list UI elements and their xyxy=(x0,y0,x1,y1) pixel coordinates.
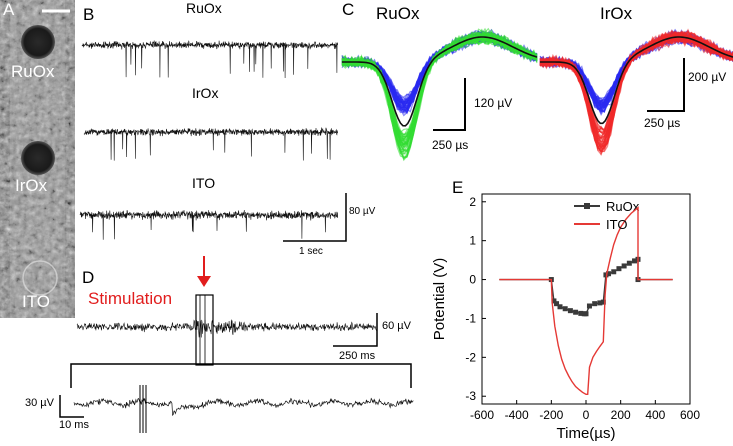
stimulation-label: Stimulation xyxy=(88,289,173,308)
raw-trace-1 xyxy=(83,127,338,161)
data-point-ruox xyxy=(592,301,598,307)
x-tick-label: 600 xyxy=(680,408,700,422)
data-point-ruox xyxy=(597,300,603,306)
electrode-ruox xyxy=(21,25,55,59)
stimulation-trace xyxy=(76,294,377,366)
data-point-ruox xyxy=(557,304,563,310)
data-point-ruox xyxy=(611,269,617,275)
raw-trace-0 xyxy=(81,40,338,79)
legend-marker-ruox xyxy=(584,203,590,209)
data-point-ruox xyxy=(606,271,612,277)
trace-label-ruox: RuOx xyxy=(186,0,222,16)
legend-label-ruox: RuOx xyxy=(606,199,640,214)
spike-title-irox: IrOx xyxy=(600,4,633,23)
data-point-ruox xyxy=(632,258,638,264)
raw-traces xyxy=(79,40,338,240)
scale-bar-c-right xyxy=(647,58,685,112)
x-tick-label: 200 xyxy=(611,408,631,422)
electrode-ito xyxy=(22,260,58,296)
zoomed-trace xyxy=(73,385,414,433)
data-point-ruox xyxy=(551,298,557,304)
y-tick-label: -1 xyxy=(465,311,476,325)
scale-label-c-right-time: 250 µs xyxy=(644,116,681,130)
scale-label-b-voltage: 80 µV xyxy=(349,206,376,217)
data-point-ruox xyxy=(586,303,592,309)
panel-letter-d: D xyxy=(82,268,95,287)
data-point-ruox xyxy=(621,263,627,269)
data-point-ruox xyxy=(554,301,560,307)
data-point-ruox xyxy=(573,309,579,315)
data-point-ruox xyxy=(578,310,584,316)
scale-bar-d-bottom xyxy=(59,395,84,418)
scale-label-b-time: 1 sec xyxy=(299,246,323,257)
data-point-ruox xyxy=(562,306,568,312)
scale-label-d-top-time: 250 ms xyxy=(339,350,376,362)
spike-overlay-ruox xyxy=(341,27,538,162)
zoom-bracket xyxy=(70,363,412,388)
plot-frame xyxy=(481,193,691,405)
series-line-ito xyxy=(499,206,673,395)
x-tick-label: -400 xyxy=(505,408,529,422)
scale-label-d-bottom-time: 10 ms xyxy=(59,419,89,431)
zoomed-trace-line xyxy=(73,397,414,417)
data-point-ruox xyxy=(616,266,622,272)
scale-bar-d-top xyxy=(333,313,378,347)
y-tick-label: 0 xyxy=(469,273,476,287)
data-point-ruox xyxy=(583,311,589,317)
panel-letter-e: E xyxy=(452,178,464,197)
potential-chart: -600 -400 -200 0 200 400 600 -3 -2 -1 0 1 2 Time(µs) P… xyxy=(431,193,700,442)
y-tick-label: -2 xyxy=(465,350,476,364)
scale-label-c-right-voltage: 200 µV xyxy=(688,70,727,84)
micrograph-image xyxy=(0,0,75,318)
trace-label-irox: IrOx xyxy=(192,85,219,101)
electrode-label-ito: ITO xyxy=(22,292,51,311)
mean-spike xyxy=(342,36,538,127)
x-axis-label: Time(µs) xyxy=(557,425,616,442)
y-tick-label: 2 xyxy=(469,195,476,209)
electrode-label-ruox: RuOx xyxy=(11,62,55,81)
x-tick-label: -200 xyxy=(539,408,563,422)
x-tick-label: 400 xyxy=(645,408,665,422)
scale-bar-b xyxy=(283,193,347,242)
raw-trace-2 xyxy=(79,210,338,240)
panel-letter-b: B xyxy=(83,5,95,24)
x-tick-label: -600 xyxy=(470,408,494,422)
mean-spike xyxy=(540,36,733,125)
legend-label-ito: ITO xyxy=(606,217,627,232)
spike-overlay-irox xyxy=(539,28,733,156)
y-axis-label: Potential (V) xyxy=(431,258,448,341)
data-point-ruox xyxy=(626,260,632,266)
scale-label-d-bottom-voltage: 30 µV xyxy=(25,397,54,409)
data-point-ruox xyxy=(567,308,573,314)
stimulation-trace-line xyxy=(76,319,377,338)
stimulation-window-box xyxy=(195,294,214,366)
scale-bar-c-left xyxy=(433,78,466,131)
scale-label-c-left-voltage: 120 µV xyxy=(474,96,513,110)
trace-label-ito: ITO xyxy=(192,175,216,191)
series-line-ruox xyxy=(499,258,673,315)
scale-label-c-left-time: 250 µs xyxy=(432,138,469,152)
stimulation-arrow xyxy=(197,256,211,287)
spike-title-ruox: RuOx xyxy=(376,4,420,23)
electrode-irox xyxy=(21,141,55,175)
x-tick-label: 0 xyxy=(583,408,590,422)
y-tick-label: -3 xyxy=(465,389,476,403)
data-point-ruox xyxy=(600,299,606,305)
panel-letter-a: A xyxy=(3,0,15,19)
panel-letter-c: C xyxy=(342,0,355,19)
electrode-label-irox: IrOx xyxy=(15,176,48,195)
data-point-ruox xyxy=(603,272,609,278)
y-tick-label: 1 xyxy=(469,234,476,248)
scale-label-d-top-voltage: 60 µV xyxy=(382,320,411,332)
